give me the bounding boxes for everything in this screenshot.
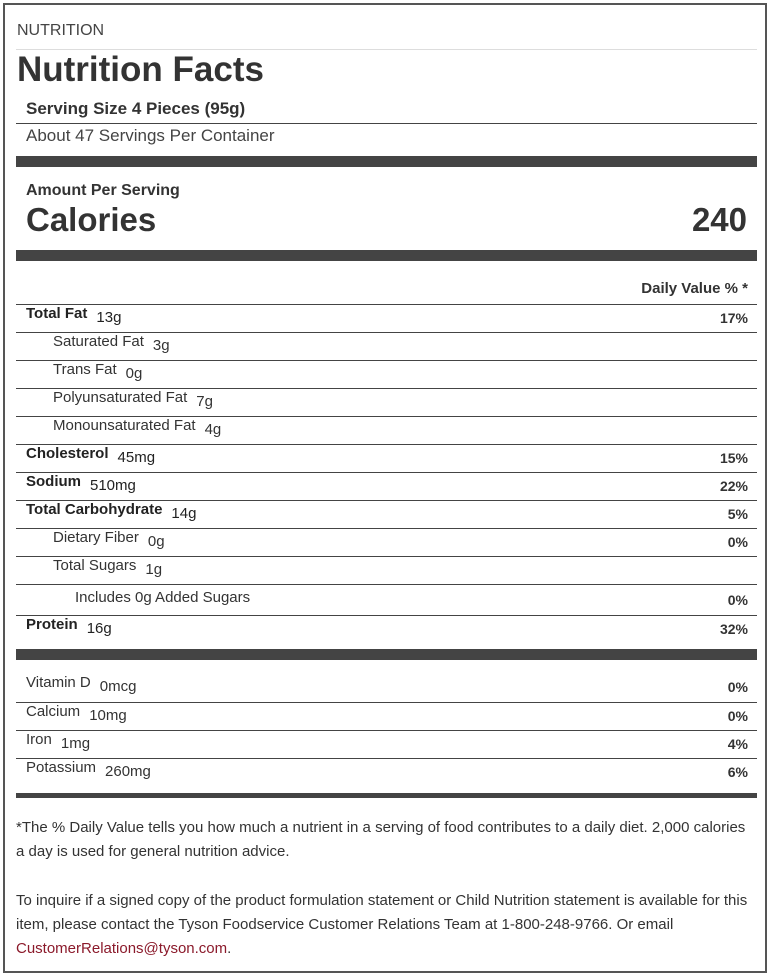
daily-value-header: Daily Value % * [641,280,748,297]
daily-value-percent: 6% [727,764,748,780]
nutrient-name: Iron [26,731,52,748]
nutrient-amount: 510mg [90,477,136,494]
nutrient-name: Protein [26,616,78,633]
thick-divider [16,649,757,660]
footnote: *The % Daily Value tells you how much a … [16,819,746,860]
thick-divider [16,250,757,261]
daily-value-percent: 32% [719,621,748,637]
nutrient-name: Polyunsaturated Fat [53,389,188,406]
nutrient-row: Cholesterol 45mg 15% [16,444,757,472]
nutrient-row: Total Sugars 1g [16,556,757,584]
page-title: Nutrition Facts [17,50,264,89]
divider [16,123,757,124]
nutrient-name: Calcium [26,703,81,720]
email-link[interactable]: CustomerRelations@tyson.com [16,940,228,957]
amount-per-serving: Amount Per Serving [26,182,180,199]
nutrient-label: Trans Fat 0g [53,361,142,382]
nutrient-row: Total Fat 13g 17% [16,304,757,332]
nutrient-amount: 45mg [117,449,156,466]
nutrient-name: Total Fat [26,305,88,322]
nutrient-row: Total Carbohydrate 14g 5% [16,500,757,528]
daily-value-percent: 15% [719,450,748,466]
nutrient-label: Total Fat 13g [26,305,121,326]
nutrient-label: Total Carbohydrate 14g [26,501,196,522]
nutrient-row: Polyunsaturated Fat 7g [16,388,757,416]
daily-value-percent: 0% [727,679,748,695]
inquiry-body: To inquire if a signed copy of the produ… [16,892,748,933]
vitamin-list: Vitamin D 0mcg 0% Calcium 10mg 0% Iron 1mg 4% Pot… [16,674,757,786]
nutrient-label: Iron 1mg [26,731,90,752]
servings-per-container: About 47 Servings Per Container [26,126,275,145]
divider [16,49,757,50]
nutrient-amount: 14g [171,505,197,522]
nutrient-label: Dietary Fiber 0g [53,529,165,550]
nutrient-label: Total Sugars 1g [53,557,162,578]
nutrient-amount: 10mg [89,707,127,724]
daily-value-percent: 4% [727,736,748,752]
serving-size: Serving Size 4 Pieces (95g) [26,99,246,118]
daily-value-percent: 0% [727,534,748,550]
vitamin-row: Iron 1mg 4% [16,730,757,758]
nutrient-label: Cholesterol 45mg [26,445,155,466]
nutrient-amount: 16g [86,620,112,637]
calories-label: Calories [26,201,157,238]
inquiry-end: . [227,940,232,957]
nutrient-label: Sodium 510mg [26,473,136,494]
nutrient-label: Includes 0g Added Sugars [75,589,250,606]
daily-value-percent: 5% [727,506,748,522]
nutrient-name: Saturated Fat [53,333,144,350]
nutrient-row: Includes 0g Added Sugars 0% [16,584,757,615]
nutrient-label: Vitamin D 0mcg [26,674,136,695]
nutrient-row: Protein 16g 32% [16,615,757,643]
nutrient-label: Polyunsaturated Fat 7g [53,389,213,410]
nutrient-name: Monounsaturated Fat [53,417,196,434]
nutrient-amount: 1g [145,561,163,578]
calories-value: 240 [691,201,747,238]
nutrient-label: Saturated Fat 3g [53,333,170,354]
nutrient-name: Total Sugars [53,557,137,574]
nutrient-name: Cholesterol [26,445,109,462]
nutrient-label: Monounsaturated Fat 4g [53,417,221,438]
nutrient-label: Calcium 10mg [26,703,127,724]
nutrient-name: Total Carbohydrate [26,501,163,518]
nutrient-amount: 260mg [105,763,151,780]
nutrient-name: Includes 0g Added Sugars [75,589,251,606]
nutrient-amount: 0g [125,365,143,382]
nutrition-panel [3,3,767,973]
nutrient-label: Protein 16g [26,616,112,637]
inquiry-text: To inquire if a signed copy of the produ… [16,889,751,961]
daily-value-percent: 0% [727,592,748,608]
divider [16,793,757,798]
nutrient-row: Sodium 510mg 22% [16,472,757,500]
section-label: NUTRITION [17,22,105,39]
nutrient-name: Potassium [26,759,97,776]
nutrient-list: Total Fat 13g 17% Saturated Fat 3g Trans Fat 0… [16,304,757,643]
thick-divider [16,156,757,167]
nutrient-amount: 0mcg [99,678,137,695]
nutrient-row: Dietary Fiber 0g 0% [16,528,757,556]
nutrient-name: Vitamin D [26,674,91,691]
nutrient-name: Dietary Fiber [53,529,139,546]
nutrient-row: Trans Fat 0g [16,360,757,388]
daily-value-percent: 17% [719,310,748,326]
nutrient-name: Trans Fat [53,361,117,378]
nutrient-row: Monounsaturated Fat 4g [16,416,757,444]
nutrient-amount: 1mg [60,735,91,752]
daily-value-percent: 0% [727,708,748,724]
vitamin-row: Potassium 260mg 6% [16,758,757,786]
vitamin-row: Vitamin D 0mcg 0% [16,674,757,702]
nutrient-row: Saturated Fat 3g [16,332,757,360]
nutrient-label: Potassium 260mg [26,759,151,780]
nutrient-amount: 0g [147,533,165,550]
nutrient-amount: 13g [96,309,122,326]
vitamin-row: Calcium 10mg 0% [16,702,757,730]
nutrient-name: Sodium [26,473,81,490]
nutrient-amount: 4g [204,421,222,438]
nutrient-amount: 7g [196,393,213,410]
daily-value-percent: 22% [719,478,748,494]
nutrient-amount: 3g [152,337,170,354]
